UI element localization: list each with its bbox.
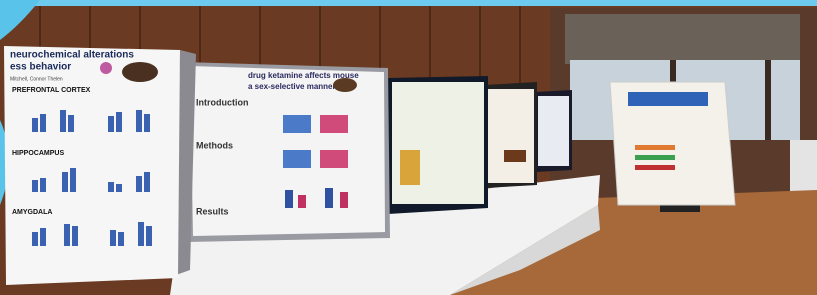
poster-byline: Mitchell, Connor Thelen: [10, 76, 63, 82]
poster-bar: [635, 155, 675, 160]
section-heading: Methods: [196, 140, 233, 150]
poster: [392, 82, 484, 204]
poster: [538, 96, 569, 166]
poster-icon: [100, 62, 112, 74]
photo: drug ketamine affects mouse a sex-select…: [0, 0, 817, 295]
poster-title: ess behavior: [10, 62, 71, 73]
poster-image: [504, 150, 526, 162]
top-strip: [0, 0, 817, 6]
section-heading: Results: [196, 206, 229, 216]
mouse-image: [122, 62, 158, 82]
poster-header: [628, 92, 708, 106]
region-label: HIPPOCAMPUS: [12, 150, 64, 157]
poster-title: neurochemical alterations: [10, 50, 134, 61]
region-label: AMYGDALA: [12, 209, 52, 216]
mouse-image: [333, 78, 357, 92]
section-heading: Introduction: [196, 97, 249, 107]
region-label: PREFRONTAL CORTEX: [12, 87, 91, 94]
window-frame: [765, 60, 771, 140]
poster-chart: [400, 150, 420, 185]
poster-bar: [635, 145, 675, 150]
poster-bar: [635, 165, 675, 170]
poster-title: a sex-selective manner: [248, 82, 336, 91]
poster: [488, 89, 534, 183]
curtain: [565, 14, 800, 64]
